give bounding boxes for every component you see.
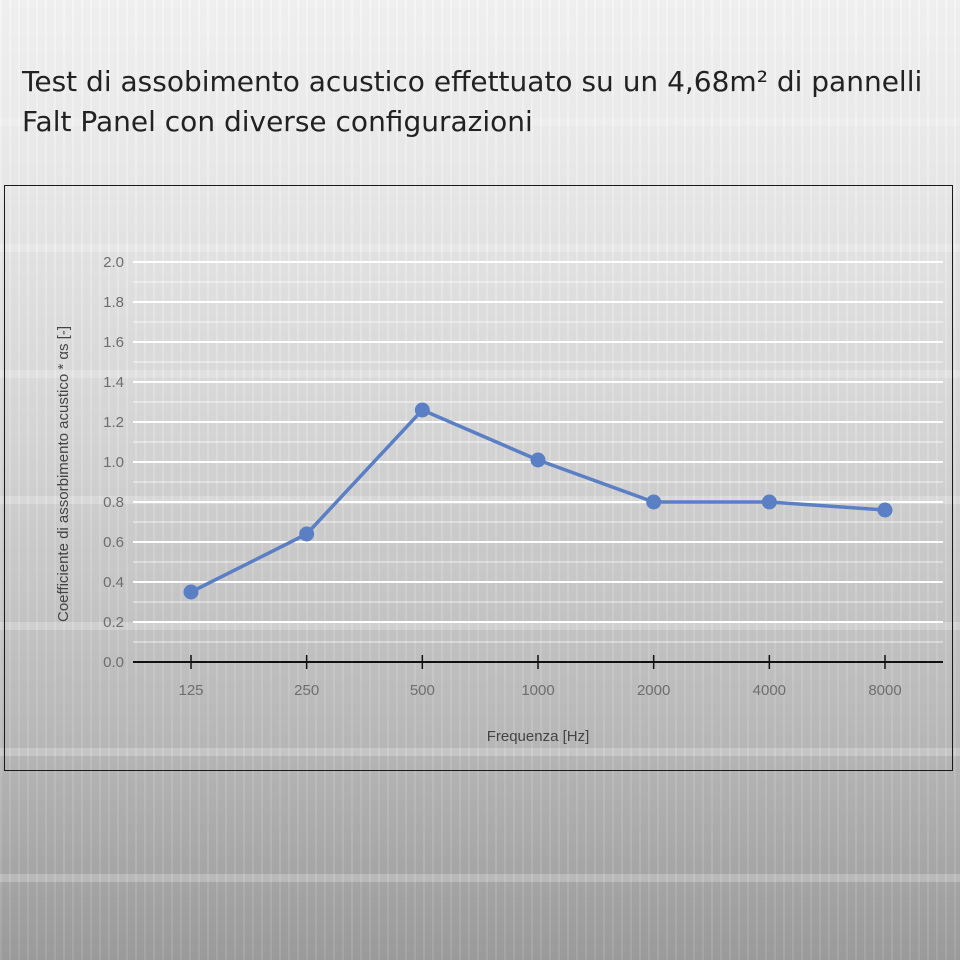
y-tick-labels: 0.0 0.2 0.4 0.6 0.8 1.0 1.2 1.4 1.6 1.8 2.0 bbox=[103, 254, 124, 671]
data-point bbox=[183, 584, 199, 600]
y-tick-label: 0.2 bbox=[103, 614, 124, 631]
gridlines bbox=[133, 261, 943, 643]
y-tick-label: 0.0 bbox=[103, 654, 124, 671]
y-axis-title: Coefficiente di assorbimento acustico * … bbox=[55, 326, 72, 622]
y-tick-label: 2.0 bbox=[103, 254, 124, 271]
data-point bbox=[530, 452, 546, 468]
y-tick-label: 1.4 bbox=[103, 374, 124, 391]
y-tick-label: 0.6 bbox=[103, 534, 124, 551]
y-tick-label: 1.6 bbox=[103, 334, 124, 351]
chart-frame bbox=[4, 185, 953, 771]
x-tick-label: 250 bbox=[294, 682, 319, 699]
y-tick-label: 1.8 bbox=[103, 294, 124, 311]
x-tick-label: 125 bbox=[178, 682, 203, 699]
y-tick-label: 0.8 bbox=[103, 494, 124, 511]
data-point bbox=[761, 494, 777, 510]
page-title: Test di assobimento acustico effettuato … bbox=[22, 65, 923, 138]
y-tick-label: 1.2 bbox=[103, 414, 124, 431]
x-tick-label: 4000 bbox=[753, 682, 786, 699]
data-point bbox=[646, 494, 662, 510]
data-point bbox=[414, 402, 430, 418]
x-tick-label: 1000 bbox=[521, 682, 554, 699]
x-axis-title: Frequenza [Hz] bbox=[487, 728, 590, 745]
x-tick-label: 2000 bbox=[637, 682, 670, 699]
x-tick-label: 500 bbox=[410, 682, 435, 699]
x-tick-label: 8000 bbox=[868, 682, 901, 699]
data-point bbox=[877, 502, 893, 518]
y-tick-label: 1.0 bbox=[103, 454, 124, 471]
data-point bbox=[299, 526, 315, 542]
y-tick-label: 0.4 bbox=[103, 574, 124, 591]
series-layer bbox=[183, 402, 893, 600]
